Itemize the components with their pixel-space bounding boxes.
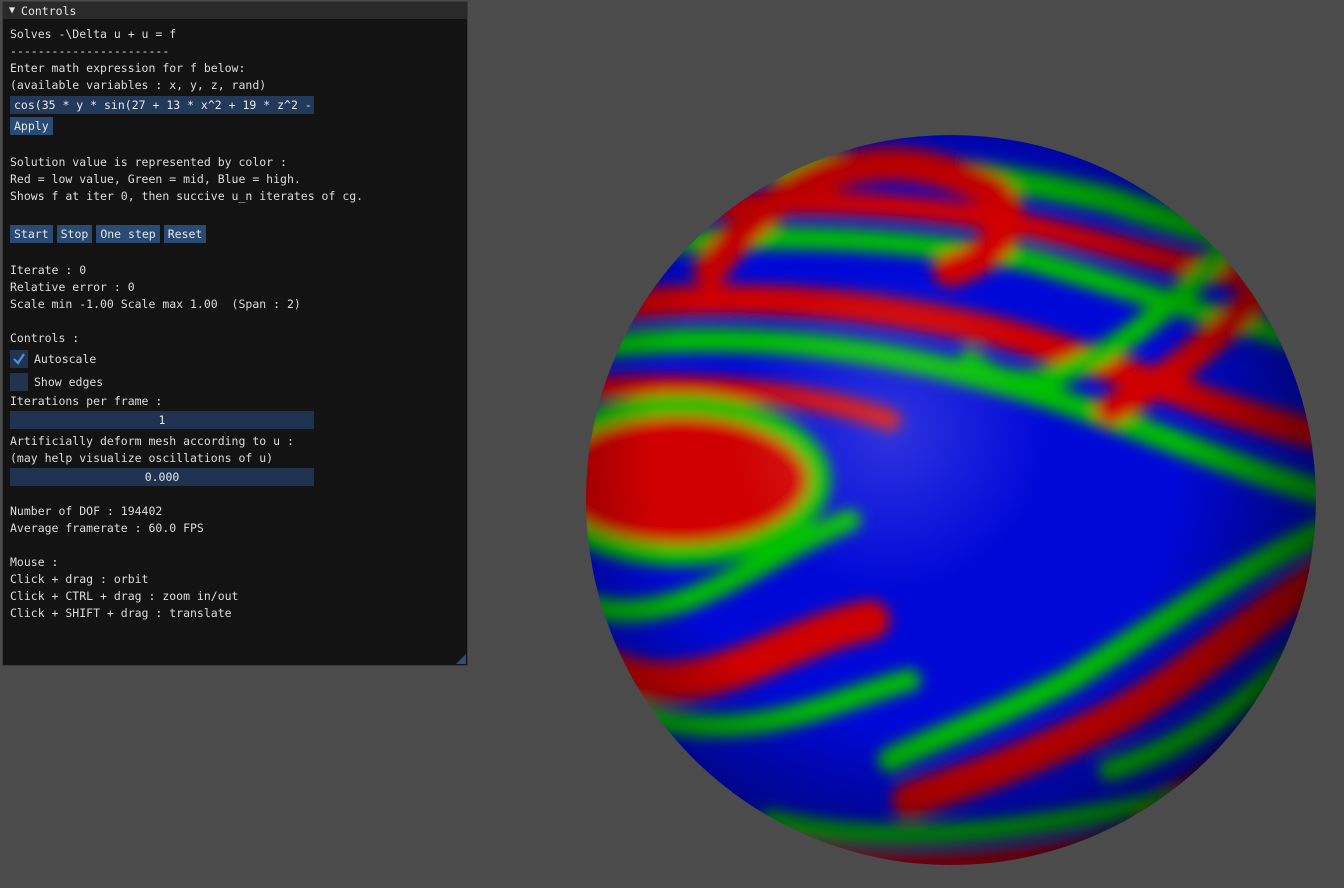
iterate-text: Iterate : 0	[10, 263, 87, 277]
controls-titlebar[interactable]: ▼ Controls	[3, 2, 467, 19]
mouse-zoom-text: Click + CTRL + drag : zoom in/out	[10, 589, 239, 603]
sphere-surface	[586, 135, 1316, 865]
enter-expression-label: Enter math expression for f below:	[10, 61, 246, 75]
autoscale-checkbox-row[interactable]: Autoscale	[10, 348, 467, 370]
deform-label-1: Artificially deform mesh according to u …	[10, 434, 294, 448]
expression-input[interactable]: cos(35 * y * sin(27 + 13 * x^2 + 19 * z^…	[10, 96, 314, 114]
color-info-line-2: Red = low value, Green = mid, Blue = hig…	[10, 172, 301, 186]
deform-slider[interactable]: 0.000	[10, 468, 314, 486]
relative-error-text: Relative error : 0	[10, 280, 135, 294]
autoscale-label: Autoscale	[34, 352, 97, 366]
collapse-triangle-icon[interactable]: ▼	[9, 4, 16, 16]
separator-text: -----------------------	[10, 44, 170, 58]
resize-grip-icon[interactable]	[456, 654, 466, 664]
controls-window[interactable]: ▼ Controls Solves -\Delta u + u = f ----…	[2, 1, 468, 666]
3d-viewport[interactable]	[470, 0, 1344, 885]
autoscale-checkbox[interactable]	[10, 350, 28, 368]
stop-button[interactable]: Stop	[56, 225, 93, 243]
controls-label: Controls :	[10, 331, 80, 345]
color-info-line-3: Shows f at iter 0, then succive u_n iter…	[10, 189, 364, 203]
framerate-text: Average framerate : 60.0 FPS	[10, 521, 204, 535]
mouse-label: Mouse :	[10, 555, 59, 569]
show-edges-label: Show edges	[34, 375, 104, 389]
reset-button[interactable]: Reset	[163, 225, 207, 243]
iterations-per-frame-label: Iterations per frame :	[10, 394, 163, 408]
show-edges-checkbox-row[interactable]: Show edges	[10, 371, 467, 393]
apply-button[interactable]: Apply	[10, 117, 53, 135]
iterations-per-frame-slider[interactable]: 1	[10, 411, 314, 429]
one-step-button[interactable]: One step	[96, 225, 160, 243]
checkmark-icon	[13, 353, 25, 365]
available-variables-label: (available variables : x, y, z, rand)	[10, 78, 267, 92]
dof-text: Number of DOF : 194402	[10, 504, 163, 518]
solution-sphere[interactable]	[470, 0, 1344, 885]
start-button[interactable]: Start	[10, 225, 53, 243]
scale-text: Scale min -1.00 Scale max 1.00 (Span : 2…	[10, 297, 301, 311]
mouse-orbit-text: Click + drag : orbit	[10, 572, 149, 586]
show-edges-checkbox[interactable]	[10, 373, 28, 391]
equation-text: Solves -\Delta u + u = f	[10, 27, 177, 41]
color-info-line-1: Solution value is represented by color :	[10, 155, 287, 169]
deform-label-2: (may help visualize oscillations of u)	[10, 451, 274, 465]
mouse-translate-text: Click + SHIFT + drag : translate	[10, 606, 232, 620]
window-title: Controls	[21, 3, 77, 18]
